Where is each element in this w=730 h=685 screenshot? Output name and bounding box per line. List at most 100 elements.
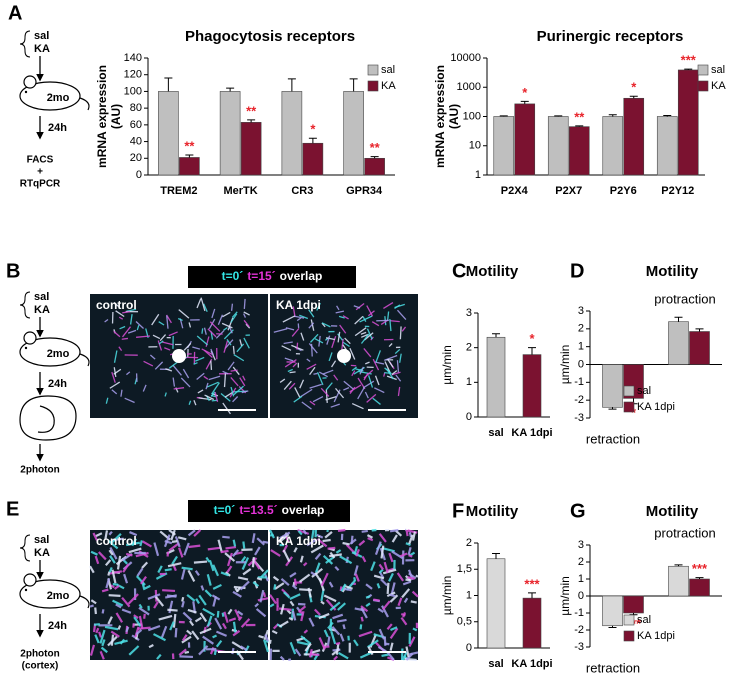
process [298,605,307,613]
process [272,575,280,582]
bar [364,157,385,176]
x-tick-label: GPR34 [346,185,383,197]
header-part: t=0´ [214,503,236,517]
process [198,645,209,656]
process [135,575,146,586]
process [364,391,369,399]
process [234,609,241,620]
process [239,377,246,387]
process [220,549,229,554]
y-tick-label: 100 [463,110,481,122]
process [233,354,245,362]
process [135,629,143,636]
process [338,652,349,660]
process [216,610,220,618]
process [372,358,380,371]
process [239,580,250,591]
y-tick-label: 10000 [450,52,481,64]
process [362,380,375,389]
process [370,561,376,572]
process [373,598,380,602]
process [172,565,177,572]
process [113,301,120,308]
process [154,361,164,370]
process [186,593,196,602]
panel-letter: D [570,260,584,282]
bar [568,126,590,176]
process [126,308,137,312]
process [240,556,247,563]
bar [602,595,623,627]
mouse-eye [24,346,28,350]
process [328,581,334,588]
process [359,315,373,323]
error-bar [674,564,683,567]
process [354,327,367,337]
error-bar [185,154,194,158]
process [311,567,323,578]
process [214,391,219,402]
process [197,389,204,394]
process [215,639,223,648]
process [394,348,401,355]
process [230,386,235,397]
process [300,388,313,398]
process [227,608,233,615]
bar [343,91,364,176]
process [198,594,207,606]
process [397,597,403,607]
process [153,542,160,557]
process [211,594,221,601]
process [243,313,247,318]
process [196,298,202,309]
process [90,550,98,556]
process [188,544,201,549]
process [318,637,326,650]
process [122,311,130,314]
process [262,592,267,598]
process [206,381,219,388]
y-tick-label: 0 [578,590,584,602]
process [232,549,240,557]
process [310,343,313,357]
process [296,342,299,350]
process [201,328,204,334]
process [104,530,109,540]
process [205,382,209,390]
process [90,599,97,605]
process [156,653,162,660]
process [112,599,124,607]
process [232,345,235,354]
process [359,366,364,375]
significance: ** [574,109,585,124]
process [367,646,374,656]
bar [493,116,515,176]
process [326,636,331,647]
process [180,377,191,388]
process [399,326,402,340]
process [187,608,197,614]
y-tick-label: 140 [124,52,142,64]
process [136,325,140,331]
error-bar [608,114,617,117]
process [212,634,218,639]
process [391,371,401,376]
process [230,313,238,323]
process [223,373,227,388]
process [289,641,297,655]
process [395,530,403,537]
process [210,348,214,356]
process [126,371,131,376]
process [112,583,119,586]
panel-letter: B [6,260,20,282]
process [316,372,324,386]
process [111,371,116,383]
brace [19,534,31,562]
y-tick-label: 2 [466,342,472,354]
process [178,309,190,319]
process [210,391,216,397]
process [367,537,374,542]
process [104,559,112,567]
process [335,549,342,554]
legend-swatch [623,385,635,397]
